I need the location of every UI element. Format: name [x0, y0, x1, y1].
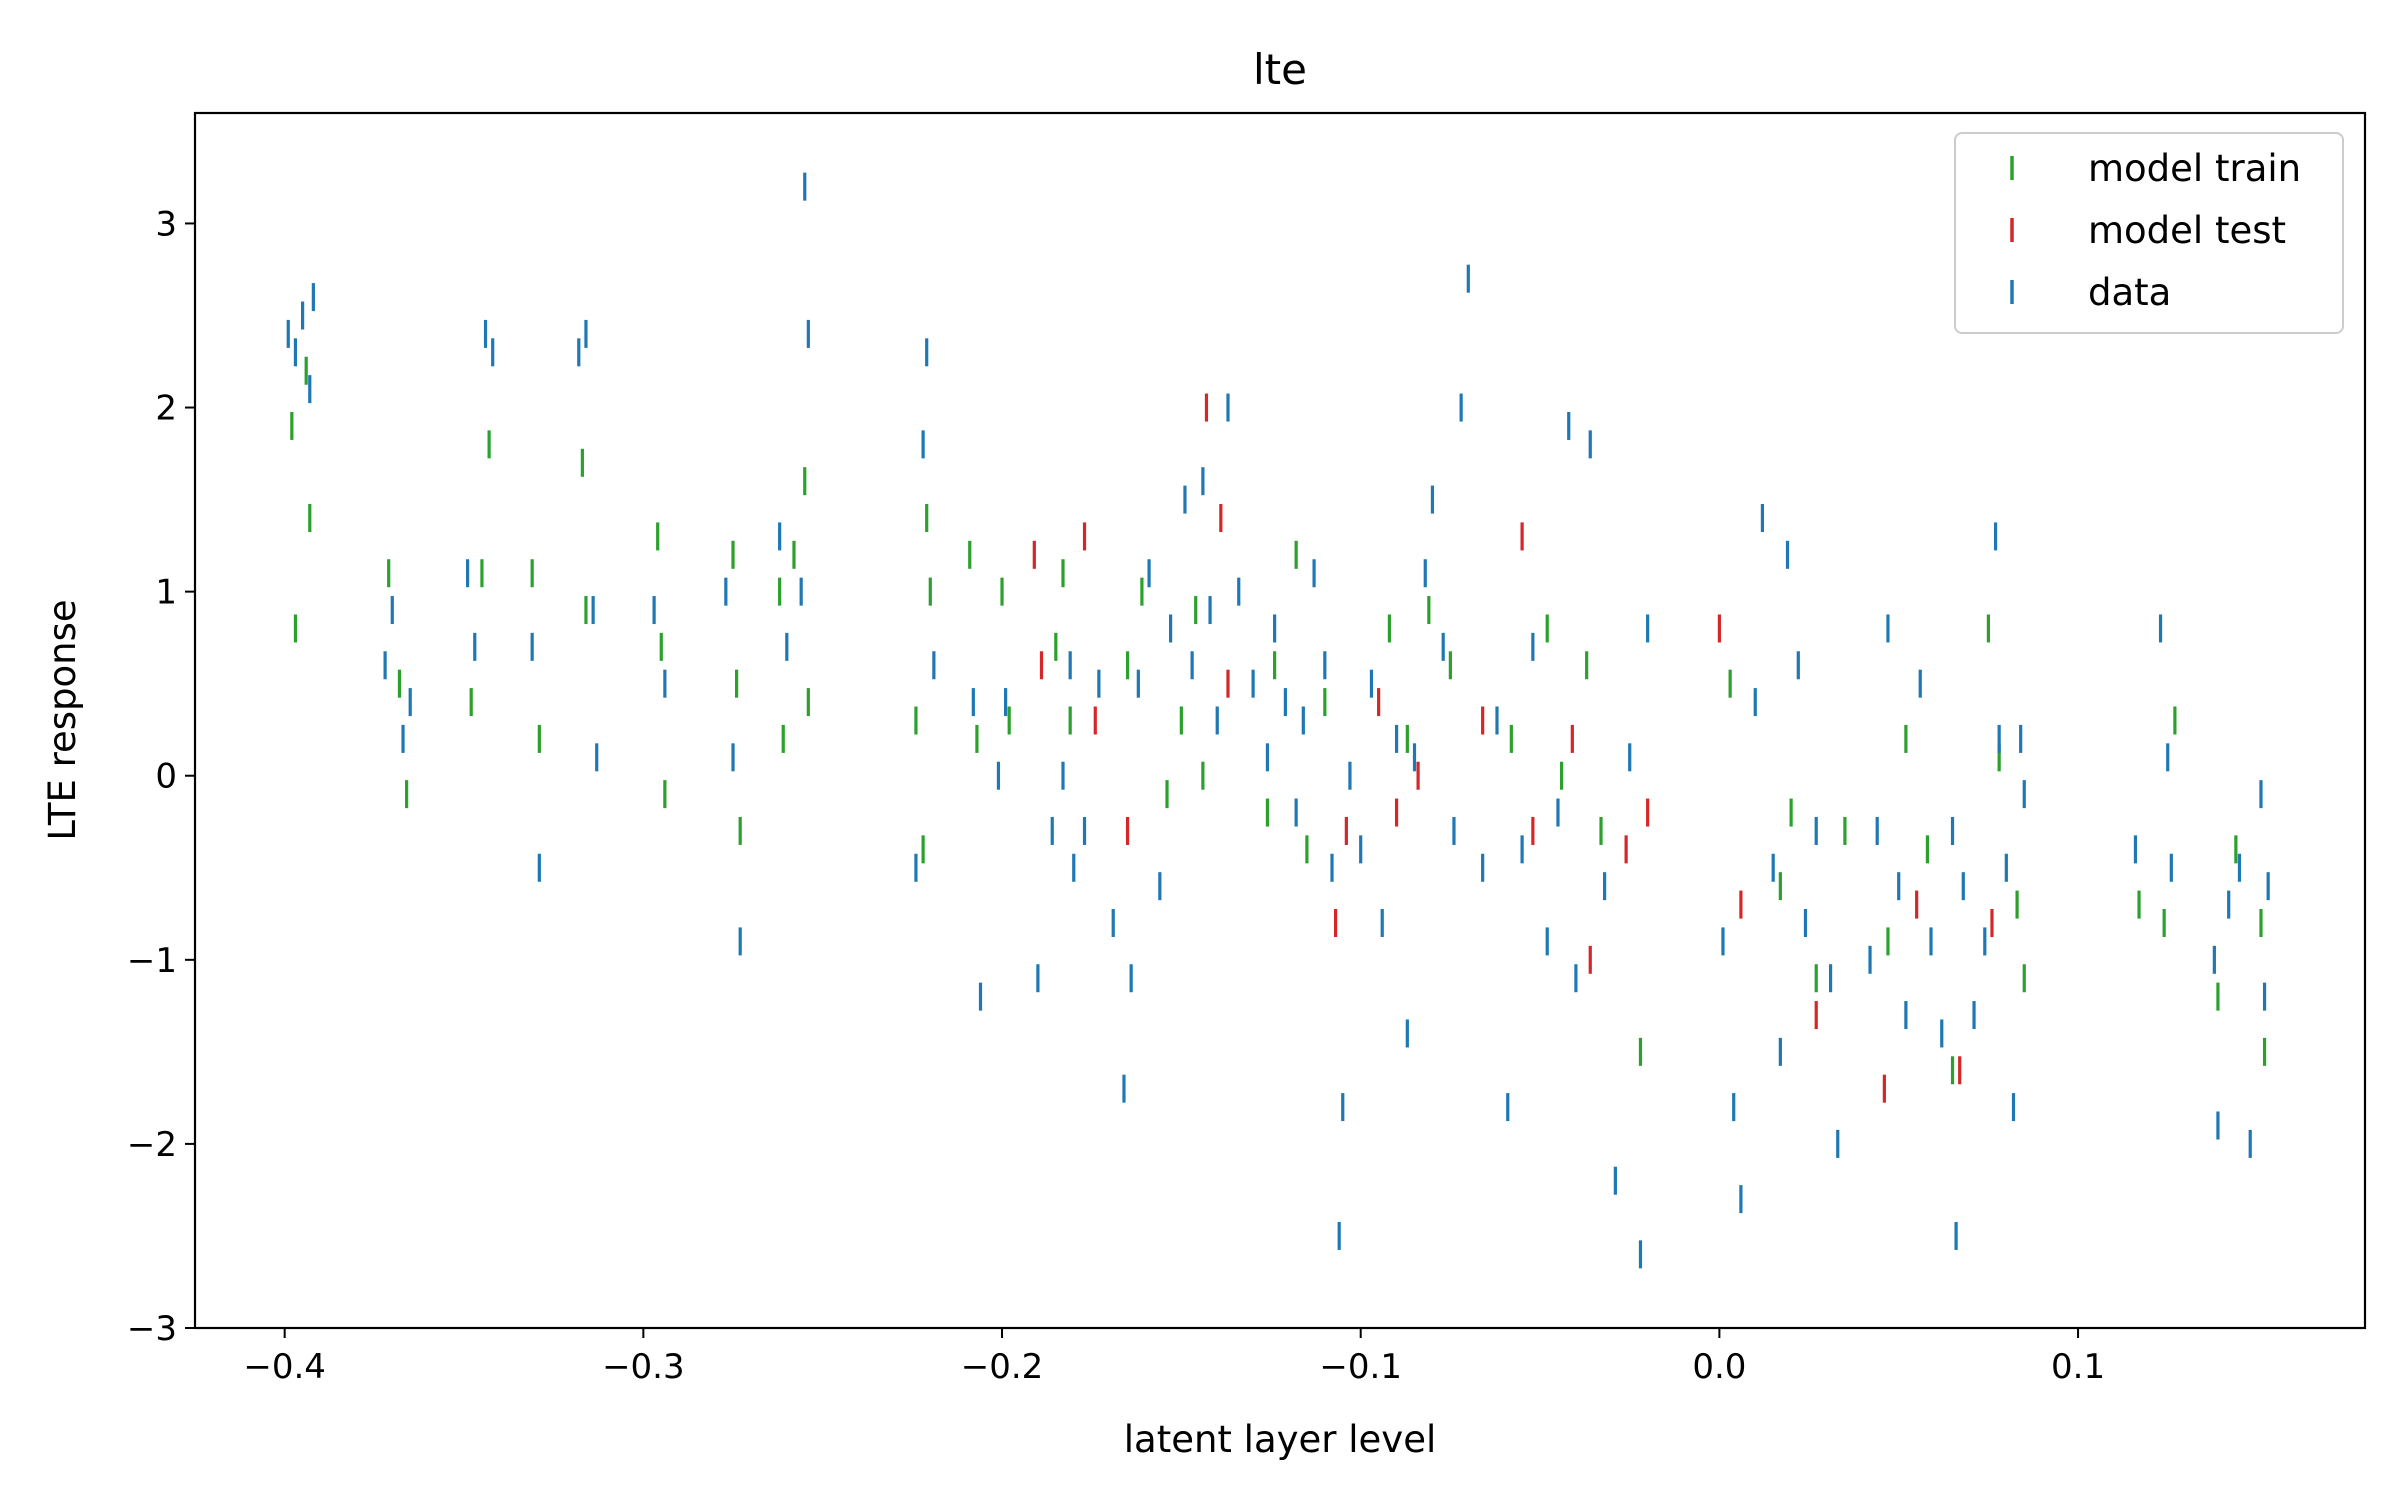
legend-label-model-train: model train [2088, 147, 2301, 190]
y-tick-label: −2 [127, 1125, 177, 1165]
legend-label-data: data [2088, 271, 2171, 314]
y-tick-label: 3 [155, 204, 177, 244]
y-tick-label: −1 [127, 941, 177, 981]
y-axis: −3 −2 −1 0 1 2 3 [127, 204, 195, 1349]
y-tick-label: 1 [155, 573, 177, 613]
x-tick-label: −0.3 [602, 1347, 685, 1387]
chart-title: lte [1253, 45, 1307, 94]
x-axis: −0.4 −0.3 −0.2 −0.1 0.0 0.1 [243, 1328, 2105, 1387]
y-axis-title: LTE response [41, 599, 84, 840]
x-tick-label: 0.0 [1692, 1347, 1746, 1387]
plot-area [193, 111, 2367, 1330]
y-tick-label: 0 [155, 757, 177, 797]
data-marks [286, 172, 2270, 1269]
x-tick-label: −0.2 [961, 1347, 1044, 1387]
x-tick-label: −0.4 [243, 1347, 326, 1387]
legend-box [1954, 132, 2344, 334]
x-axis-title: latent layer level [1124, 1418, 1437, 1461]
axes-frame [193, 111, 2367, 1330]
y-tick-label: 2 [155, 389, 177, 429]
series-data [286, 172, 2270, 1269]
series-model-test [1032, 393, 1994, 1103]
x-tick-label: −0.1 [1319, 1347, 1402, 1387]
x-tick-label: 0.1 [2051, 1347, 2105, 1387]
legend-label-model-test: model test [2088, 209, 2286, 252]
legend: model train model test data [1954, 132, 2344, 334]
series-model-train [290, 356, 2267, 1085]
y-tick-label: −3 [127, 1309, 177, 1349]
